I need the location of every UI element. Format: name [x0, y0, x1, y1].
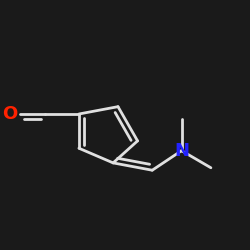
Text: O: O	[2, 105, 18, 123]
Text: N: N	[174, 142, 189, 160]
